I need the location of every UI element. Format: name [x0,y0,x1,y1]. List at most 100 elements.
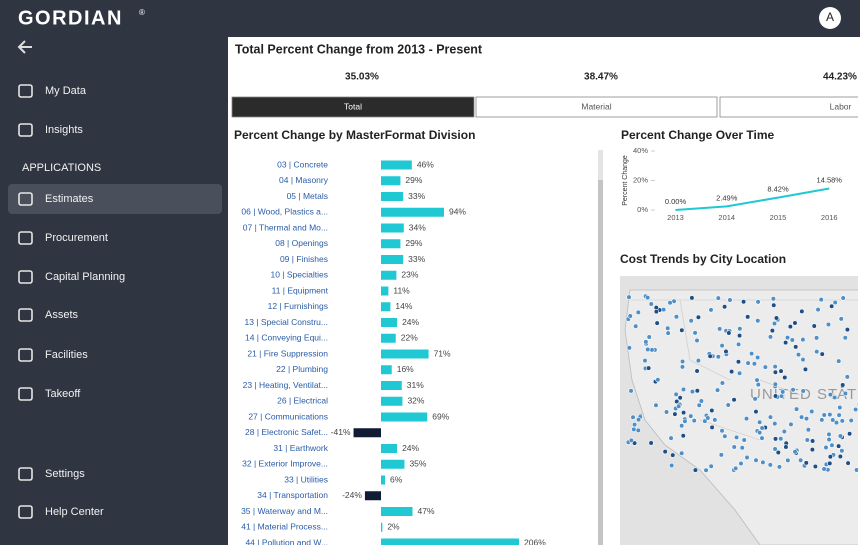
city-dot [740,299,747,305]
category-label: 32 | Exterior Improve... [242,459,328,469]
city-dot [676,403,682,409]
value-label: 16% [397,364,414,374]
city-dot [628,388,634,394]
city-dot [626,294,632,300]
city-dot [842,335,848,341]
value-label: 46% [417,159,434,169]
city-dot [670,452,676,458]
city-dot [653,309,659,315]
city-dot [854,467,858,473]
city-dot [737,326,743,332]
logo: GORDIAN [18,7,123,29]
category-label: 34 | Transportation [257,490,328,500]
city-dot [694,337,700,344]
back-arrow[interactable] [17,40,32,54]
city-dot [798,457,804,463]
city-dot [792,449,798,455]
city-dot [743,415,750,422]
city-dot [680,433,686,439]
city-dot [840,382,846,388]
nav-item[interactable]: Procurement [45,232,108,244]
city-dot [819,417,825,423]
city-dot [694,388,700,394]
nav-item[interactable]: Assets [45,309,79,321]
city-dot [783,444,789,450]
chart-title: Percent Change by MasterFormat Division [234,128,475,142]
category-label: 14 | Conveying Equi... [245,333,328,343]
logo-mark: ® [139,8,145,17]
city-dot [836,443,842,449]
tab-label: Labor [830,101,852,111]
nav-item[interactable]: Takeoff [45,388,81,400]
city-dot [643,339,649,345]
category-label: 08 | Openings [275,238,328,248]
value-label: 24% [402,317,419,327]
nav-item[interactable]: Facilities [45,349,88,361]
city-dot [733,434,740,441]
city-dot [844,374,850,380]
city-dot [757,430,763,436]
city-dot [838,316,844,322]
city-dot [691,418,697,424]
city-dot [688,318,694,324]
city-dot [770,296,776,302]
tab[interactable] [719,96,860,118]
city-dot [837,404,843,411]
city-dot [667,300,673,306]
scroll-thumb [598,180,603,545]
city-dot [826,431,832,437]
bar [381,381,402,390]
category-label: 10 | Specialties [271,270,329,280]
city-dot [709,424,715,431]
city-dot [646,334,652,340]
city-dot [829,442,835,448]
value-label: 34% [409,222,426,232]
nav-item[interactable]: My Data [45,85,87,97]
city-dot [842,390,849,397]
city-dot [735,359,742,365]
city-dot [631,440,638,446]
nav-item[interactable]: Estimates [45,193,94,205]
value-label: 29% [405,238,422,248]
city-dot [811,323,817,329]
city-dot [754,377,760,383]
avatar[interactable] [819,7,841,29]
x-tick-label: 2014 [718,213,735,222]
city-dot [836,412,842,418]
city-dot [707,353,713,359]
summary-value: 35.03% [345,72,379,83]
value-label: 94% [449,207,466,217]
city-dot [642,358,648,364]
value-label: 69% [432,411,449,421]
city-dot [814,349,820,355]
city-dot [708,463,714,469]
city-dot [722,304,728,310]
nav-section: APPLICATIONS [22,162,101,174]
city-dot [679,423,685,429]
nav-item[interactable]: Capital Planning [45,271,125,283]
tab[interactable] [231,96,475,118]
city-dot [696,402,702,408]
city-dot [705,415,711,421]
tab[interactable] [475,96,718,118]
city-dot [856,402,858,407]
city-dot [631,426,637,432]
city-dot [738,460,744,467]
city-dot [679,364,686,370]
value-label: 23% [401,270,418,280]
bar [381,396,403,406]
city-dot [852,406,858,413]
city-dot [832,394,838,401]
nav-item[interactable]: Insights [45,124,83,136]
city-dot [803,460,809,466]
category-label: 26 | Electrical [277,396,328,406]
nav-item[interactable]: Settings [45,468,85,480]
city-dot [848,417,854,424]
bar [381,318,398,327]
city-dot [793,344,799,350]
bar [381,333,396,343]
nav-item[interactable]: Help Center [45,506,104,518]
city-dot [815,307,821,313]
nav-icon [18,84,33,98]
